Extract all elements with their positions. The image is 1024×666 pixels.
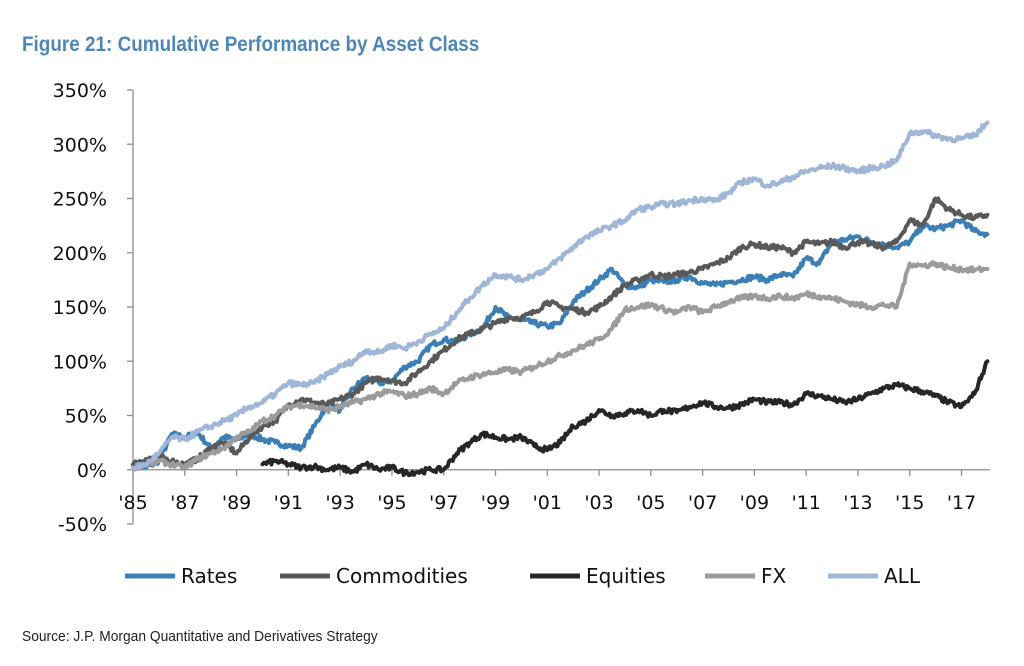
legend-label-equities: Equities xyxy=(586,564,666,588)
x-tick-label: '03 xyxy=(584,492,613,514)
x-tick-label: '15 xyxy=(895,492,924,514)
x-tick-label: '85 xyxy=(118,492,147,514)
legend: Rates Commodities Equities FX ALL xyxy=(125,564,921,588)
series-line-equities xyxy=(260,359,990,478)
y-tick-label: 0% xyxy=(77,460,107,482)
y-tick-label: 250% xyxy=(53,189,107,211)
x-tick-label: '87 xyxy=(170,492,199,514)
y-tick-label: 350% xyxy=(53,80,107,102)
legend-label-commodities: Commodities xyxy=(336,564,468,588)
x-tick-label: '07 xyxy=(688,492,717,514)
y-tick-label: 300% xyxy=(53,134,107,156)
x-tick-label: '09 xyxy=(740,492,769,514)
x-tick-label: '99 xyxy=(481,492,510,514)
legend-label-rates: Rates xyxy=(181,564,237,588)
legend-label-all: ALL xyxy=(884,564,921,588)
x-tick-label: '11 xyxy=(791,492,820,514)
x-tick-label: '91 xyxy=(274,492,303,514)
x-tick-label: '89 xyxy=(222,492,251,514)
x-tick-label: '17 xyxy=(947,492,976,514)
legend-label-fx: FX xyxy=(761,564,787,588)
y-tick-label: 50% xyxy=(65,406,107,428)
series-layer xyxy=(131,120,990,478)
chart-axes: -50% 0% 50% 100% 150% 200% 250% 300% 350% '85 '87 '… xyxy=(53,80,990,536)
series-line-rates xyxy=(131,218,990,472)
y-tick-label: 200% xyxy=(53,243,107,265)
x-tick-label: '93 xyxy=(325,492,354,514)
series-line-commodities xyxy=(131,196,990,468)
line-chart: -50% 0% 50% 100% 150% 200% 250% 300% 350% '85 '87 '… xyxy=(53,80,990,588)
series-line-all xyxy=(131,120,990,471)
x-tick-label: '13 xyxy=(843,492,872,514)
y-tick-label: 150% xyxy=(53,297,107,319)
x-tick-label: '01 xyxy=(533,492,562,514)
x-tick-label: '05 xyxy=(636,492,665,514)
y-tick-label: 100% xyxy=(53,351,107,373)
x-tick-label: '95 xyxy=(377,492,406,514)
source-note: Source: J.P. Morgan Quantitative and Der… xyxy=(22,628,378,645)
chart-title: Figure 21: Cumulative Performance by Ass… xyxy=(22,33,480,56)
x-tick-label: '97 xyxy=(429,492,458,514)
y-tick-label: -50% xyxy=(58,514,107,536)
series-line-fx xyxy=(131,260,990,472)
